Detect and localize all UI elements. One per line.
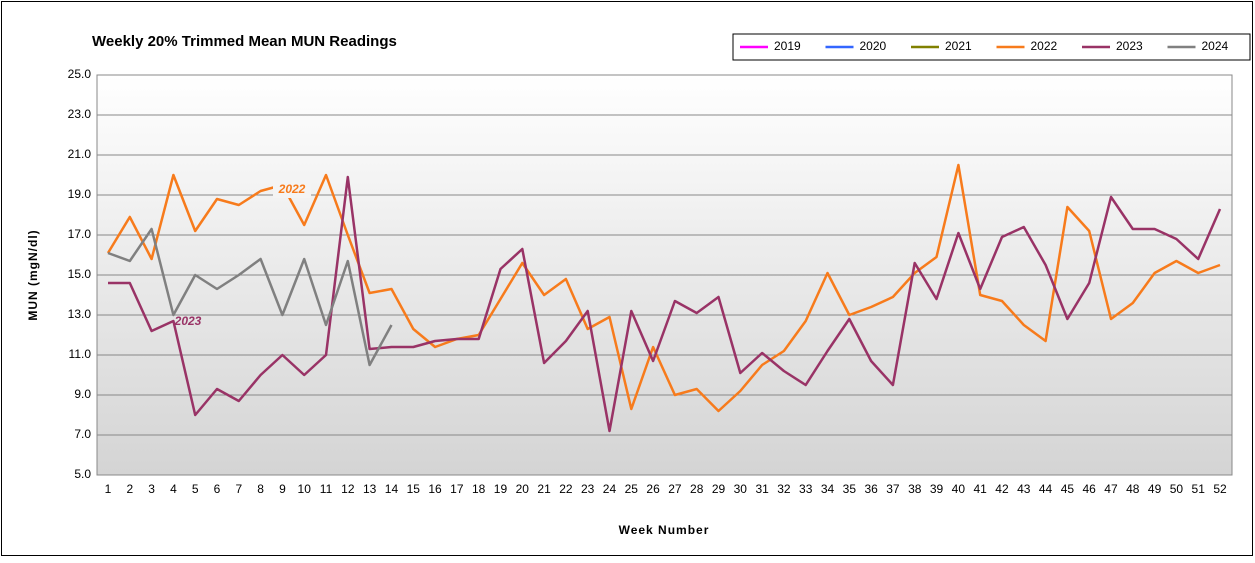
x-tick-label: 6	[214, 482, 221, 496]
x-tick-label: 32	[777, 482, 791, 496]
legend-label: 2019	[774, 39, 801, 53]
x-tick-label: 4	[170, 482, 177, 496]
x-tick-label: 21	[537, 482, 551, 496]
y-tick-label: 17.0	[68, 227, 92, 241]
x-tick-label: 36	[864, 482, 878, 496]
legend-label: 2020	[860, 39, 887, 53]
x-tick-label: 22	[559, 482, 573, 496]
x-tick-label: 30	[734, 482, 748, 496]
x-tick-label: 27	[668, 482, 682, 496]
x-tick-label: 9	[279, 482, 286, 496]
x-tick-label: 7	[235, 482, 242, 496]
annotation: 2022	[278, 182, 306, 196]
x-tick-label: 25	[625, 482, 639, 496]
series-line	[108, 175, 1222, 433]
series-line	[107, 227, 393, 367]
legend-label: 2022	[1031, 39, 1058, 53]
x-tick-label: 39	[930, 482, 944, 496]
x-tick-label: 49	[1148, 482, 1162, 496]
x-tick-label: 29	[712, 482, 726, 496]
x-tick-label: 33	[799, 482, 813, 496]
series-line	[106, 163, 1221, 413]
x-tick-label: 11	[320, 482, 333, 496]
y-tick-label: 25.0	[68, 67, 92, 81]
x-tick-label: 37	[886, 482, 900, 496]
x-tick-label: 38	[908, 482, 922, 496]
y-tick-label: 11.0	[69, 347, 92, 361]
annotation: 2023	[174, 314, 202, 328]
x-tick-label: 24	[603, 482, 617, 496]
x-tick-label: 10	[298, 482, 312, 496]
x-tick-label: 28	[690, 482, 704, 496]
legend-label: 2024	[1202, 39, 1229, 53]
y-tick-label: 9.0	[74, 387, 91, 401]
x-tick-label: 44	[1039, 482, 1053, 496]
legend	[732, 33, 1251, 61]
x-tick-label: 2	[126, 482, 133, 496]
y-tick-label: 19.0	[68, 187, 92, 201]
y-tick-label: 5.0	[74, 467, 91, 481]
x-tick-label: 47	[1104, 482, 1118, 496]
x-tick-label: 48	[1126, 482, 1140, 496]
x-tick-label: 34	[821, 482, 835, 496]
annotation-bg	[273, 182, 311, 198]
x-tick-label: 35	[843, 482, 857, 496]
x-tick-label: 3	[148, 482, 155, 496]
x-tick-label: 41	[973, 482, 987, 496]
x-tick-label: 51	[1192, 482, 1206, 496]
x-tick-label: 20	[516, 482, 530, 496]
x-tick-label: 46	[1082, 482, 1096, 496]
y-tick-label: 13.0	[68, 307, 92, 321]
x-tick-label: 31	[755, 482, 769, 496]
x-tick-label: 1	[105, 482, 112, 496]
x-tick-label: 8	[257, 482, 264, 496]
legend-label: 2023	[1116, 39, 1143, 53]
x-tick-label: 14	[385, 482, 399, 496]
x-tick-label: 12	[341, 482, 355, 496]
x-tick-label: 40	[952, 482, 966, 496]
x-tick-label: 19	[494, 482, 508, 496]
x-axis-label: Week Number	[619, 523, 710, 537]
x-tick-label: 52	[1213, 482, 1227, 496]
y-tick-label: 21.0	[68, 147, 92, 161]
x-tick-label: 13	[363, 482, 377, 496]
legend-label: 2021	[945, 39, 972, 53]
x-tick-label: 18	[472, 482, 486, 496]
y-axis-label: MUN (mgN/dl)	[26, 229, 40, 320]
chart-title: Weekly 20% Trimmed Mean MUN Readings	[92, 33, 397, 50]
x-tick-label: 26	[646, 482, 660, 496]
x-tick-label: 15	[407, 482, 421, 496]
x-tick-label: 43	[1017, 482, 1031, 496]
x-tick-label: 23	[581, 482, 595, 496]
x-tick-label: 42	[995, 482, 1009, 496]
y-tick-label: 23.0	[68, 107, 92, 121]
x-tick-label: 16	[428, 482, 442, 496]
x-tick-label: 5	[192, 482, 199, 496]
x-tick-label: 17	[450, 482, 464, 496]
x-tick-label: 50	[1170, 482, 1184, 496]
x-tick-label: 45	[1061, 482, 1075, 496]
y-tick-label: 15.0	[68, 267, 92, 281]
y-tick-label: 7.0	[74, 427, 91, 441]
